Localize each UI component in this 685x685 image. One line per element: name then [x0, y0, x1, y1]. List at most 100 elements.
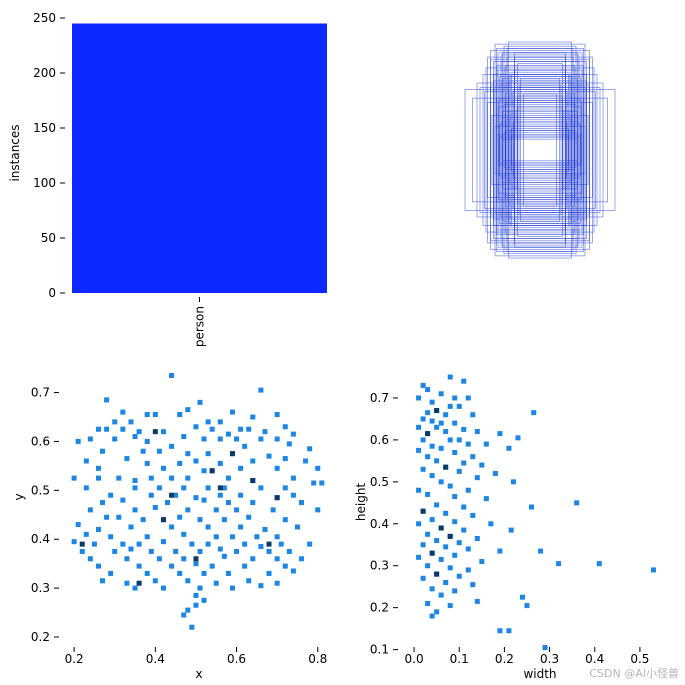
- heatmap-cell: [470, 454, 476, 460]
- heatmap-cell: [465, 395, 471, 401]
- heatmap-cell-dense: [250, 478, 256, 484]
- heatmap-cell-dense: [266, 541, 272, 547]
- heatmap-cell: [452, 395, 458, 401]
- heatmap-cell: [132, 478, 138, 484]
- heatmap-cell: [299, 556, 305, 562]
- heatmap-cell-dense: [434, 408, 440, 414]
- bounding-box: [520, 78, 560, 222]
- heatmap-cell: [274, 436, 280, 442]
- heatmap-cell: [429, 399, 435, 405]
- x-axis: 0.0 0.1 0.2 0.3 0.4 0.5: [405, 647, 649, 666]
- y-tick-label: 250: [33, 11, 56, 25]
- heatmap-cell: [136, 429, 142, 435]
- heatmap-cell: [140, 517, 146, 523]
- heatmap-cell: [429, 613, 435, 619]
- heatmap-cell: [290, 492, 296, 498]
- y-axis: 0 50 100 150 200 250: [33, 11, 65, 300]
- bounding-box: [493, 80, 587, 220]
- y-axis-label: y: [12, 493, 26, 500]
- heatmap-cell: [238, 426, 244, 432]
- y-tick-label: 0.5: [370, 475, 389, 489]
- heatmap-cell: [461, 527, 467, 533]
- heatmap-cell: [169, 475, 175, 481]
- heatmap-cell: [140, 448, 146, 454]
- heatmap-cell: [225, 500, 231, 506]
- heatmap-cell: [307, 541, 313, 547]
- bounding-box: [493, 74, 587, 226]
- heatmap-cell-dense: [434, 571, 440, 577]
- heatmap-cell: [185, 507, 191, 513]
- heatmap-cell: [452, 449, 458, 455]
- heatmap-cell: [258, 436, 264, 442]
- heatmap-cell: [217, 460, 223, 466]
- heatmap-cell: [286, 441, 292, 447]
- heatmap-cell-dense: [429, 550, 435, 556]
- y-axis-label: height: [354, 483, 368, 522]
- bounding-box: [482, 74, 598, 226]
- heatmap-cell: [242, 563, 248, 569]
- y-axis: 0.2 0.3 0.4 0.5 0.6 0.7: [31, 386, 59, 644]
- bounding-box: [485, 67, 595, 233]
- x-tick-label: 0.4: [146, 652, 165, 666]
- heatmap-cell: [185, 607, 191, 613]
- bounding-box: [503, 86, 577, 214]
- heatmap-cell: [128, 419, 134, 425]
- heatmap-cell: [274, 412, 280, 418]
- heatmap-cell: [282, 456, 288, 462]
- bounding-box: [514, 52, 566, 248]
- y-tick-label: 0.2: [31, 630, 50, 644]
- heatmap-cell: [234, 548, 240, 554]
- heatmap-cell: [465, 567, 471, 573]
- bounding-box: [506, 119, 574, 181]
- heatmap-cell: [148, 548, 154, 554]
- heatmap-cell: [238, 465, 244, 471]
- heatmap-cell: [160, 585, 166, 591]
- heatmap-cell: [217, 546, 223, 552]
- heatmap-cell: [95, 465, 101, 471]
- heatmap-cell: [438, 479, 444, 485]
- heatmap-cell: [169, 563, 175, 569]
- heatmap-cell: [434, 609, 440, 615]
- heatmap-cell: [479, 462, 485, 468]
- heatmap-cell: [201, 468, 207, 474]
- heatmap-cell: [429, 443, 435, 449]
- heatmap-cell: [136, 541, 142, 547]
- heatmap-cell-dense: [209, 468, 215, 474]
- x-tick-label: 0.8: [308, 652, 327, 666]
- heatmap-cell: [315, 465, 321, 471]
- heatmap-cell: [515, 435, 521, 441]
- heatmap-cell: [193, 458, 199, 464]
- heatmap-cell: [434, 538, 440, 544]
- heatmap-cell: [169, 372, 175, 378]
- heatmap-cell: [128, 524, 134, 530]
- bounding-box: [512, 99, 568, 201]
- heatmap-cell: [529, 504, 534, 510]
- heatmap-cell: [506, 445, 512, 451]
- heatmap-cell: [104, 426, 110, 432]
- heatmap-cell: [79, 548, 85, 554]
- heatmap-cell: [124, 580, 130, 586]
- heatmap-cell: [197, 399, 203, 405]
- heatmap-cell: [213, 534, 219, 540]
- heatmap-cell: [303, 458, 309, 464]
- heatmap-cell: [420, 575, 426, 581]
- heatmap-cell: [542, 645, 548, 651]
- heatmap-cell: [205, 451, 211, 457]
- heatmap-cell: [443, 580, 449, 586]
- heatmap-cell: [438, 592, 444, 598]
- heatmap-cell-dense: [420, 508, 426, 514]
- heatmap-cell: [266, 453, 272, 459]
- heatmap-cell: [429, 586, 435, 592]
- heatmap-cell: [452, 588, 458, 594]
- heatmap-cell: [416, 447, 422, 453]
- heatmap-cell: [438, 391, 444, 397]
- heatmap-cell: [425, 387, 431, 393]
- heatmap-cell: [91, 541, 97, 547]
- bounding-box: [511, 134, 569, 166]
- y-tick-label: 0.4: [370, 517, 389, 531]
- bounding-box: [472, 97, 608, 203]
- bounding-box: [512, 89, 568, 211]
- heatmap-cell-dense: [193, 556, 199, 562]
- heatmap-cell: [438, 420, 444, 426]
- heatmap-cell: [234, 507, 240, 513]
